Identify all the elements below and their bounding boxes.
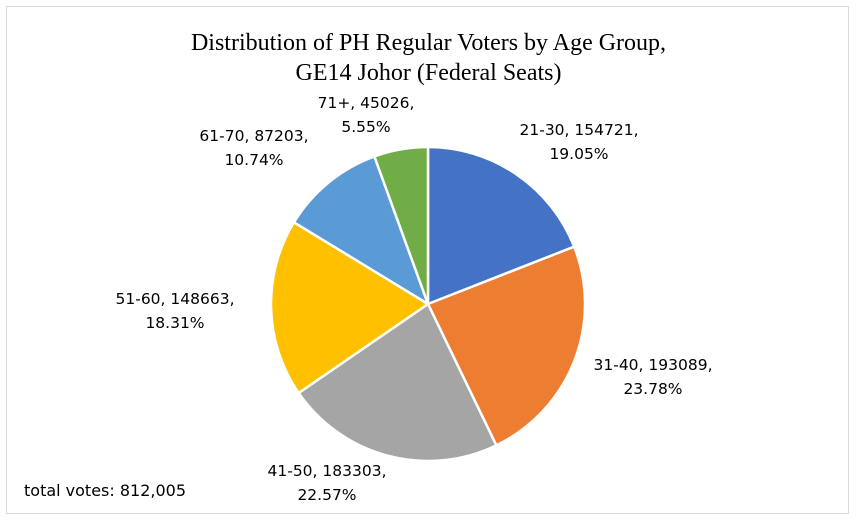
data-label-31-40: 31-40, 193089, 23.78% xyxy=(594,356,713,398)
data-label-71plus: 71+, 45026, 5.55% xyxy=(318,94,415,136)
pie-slice-41-50 xyxy=(297,302,498,463)
data-label-21-30: 21-30, 154721, 19.05% xyxy=(520,121,639,163)
chart-title-line1: Distribution of PH Regular Voters by Age… xyxy=(190,30,667,56)
chart-title: Distribution of PH Regular Voters by Age… xyxy=(0,28,857,88)
total-votes-annotation: total votes: 812,005 xyxy=(24,481,187,500)
pie-slice-51-60 xyxy=(269,221,430,395)
pie-slice-31-40 xyxy=(426,245,587,447)
data-label-51-60: 51-60, 148663, 18.31% xyxy=(116,290,235,332)
data-label-61-70: 61-70, 87203, 10.74% xyxy=(199,127,308,169)
data-label-41-50: 41-50, 183303, 22.57% xyxy=(268,462,387,504)
chart-title-line2: GE14 Johor (Federal Seats) xyxy=(295,60,562,86)
pie-slice-71plus xyxy=(373,145,430,306)
pie-slice-21-30 xyxy=(426,145,576,306)
pie-slice-61-70 xyxy=(292,155,430,306)
